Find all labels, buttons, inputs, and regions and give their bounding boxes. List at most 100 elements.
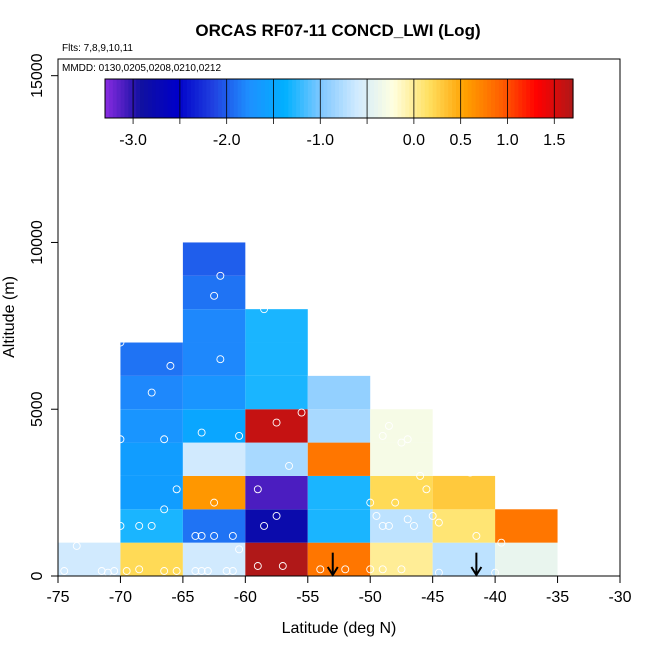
- x-tick-label: -55: [296, 589, 319, 606]
- colorbar-segment: [561, 79, 566, 118]
- colorbar-segment: [526, 79, 531, 118]
- sample-point: [60, 567, 69, 575]
- sample-point: [160, 505, 169, 514]
- colorbar-segment: [323, 79, 328, 118]
- sample-point: [366, 565, 375, 574]
- colorbar-segment: [241, 79, 246, 118]
- heatmap-cell: [495, 542, 558, 576]
- x-tick-label: -60: [234, 589, 257, 606]
- colorbar-segment: [264, 79, 270, 118]
- colorbar-segment: [237, 79, 243, 118]
- heatmap-cell: [307, 542, 371, 576]
- colorbar-segment: [471, 79, 477, 118]
- colorbar-tick-label: 1.0: [496, 132, 518, 149]
- sample-point: [203, 567, 212, 575]
- sample-point: [316, 565, 325, 574]
- heatmap-cell: [182, 309, 246, 343]
- colorbar-segment: [479, 79, 484, 118]
- sample-point: [116, 522, 125, 530]
- colorbar-frame: [104, 78, 574, 119]
- heatmap-cell: [182, 475, 246, 510]
- colorbar-segment: [276, 79, 282, 118]
- heatmap-cell: [307, 475, 371, 510]
- colorbar-segment: [537, 79, 543, 118]
- sample-point: [378, 522, 387, 530]
- sample-point: [297, 408, 306, 417]
- colorbar-segment: [370, 79, 375, 118]
- colorbar-segment: [147, 79, 153, 118]
- heatmap-cell: [307, 442, 371, 476]
- colorbar-segment: [222, 79, 227, 118]
- sample-point: [147, 522, 156, 530]
- colorbar-segment: [483, 79, 488, 118]
- colorbar-segment: [108, 79, 114, 118]
- colorbar-segment: [381, 79, 387, 118]
- colorbar-segment: [362, 79, 367, 118]
- sample-point: [191, 567, 200, 575]
- sample-point: [272, 512, 281, 520]
- colorbar-segment: [198, 79, 204, 118]
- sample-point: [260, 522, 269, 530]
- colorbar-segment: [491, 79, 496, 118]
- colorbar-segment: [105, 79, 110, 118]
- colorbar-segment: [397, 79, 402, 118]
- x-tick-label: -50: [359, 589, 382, 606]
- colorbar-segment: [261, 79, 266, 118]
- y-tick-label: 0: [29, 571, 46, 580]
- heatmap-cell: [307, 375, 371, 410]
- colorbar-tick-label: -2.0: [213, 132, 241, 149]
- sample-point: [216, 355, 225, 364]
- colorbar-tick-label: -1.0: [306, 132, 334, 149]
- colorbar-segment: [514, 79, 519, 118]
- colorbar-segment: [354, 79, 360, 118]
- colorbar: -3.0 -2.0 -1.0 0.0 0.5 1.0 1.5: [104, 78, 574, 149]
- y-tick-label: 5000: [29, 391, 46, 427]
- sample-point: [409, 522, 418, 530]
- sample-point: [235, 545, 244, 554]
- sample-point: [160, 435, 169, 444]
- colorbar-segment: [116, 79, 122, 118]
- sample-point: [210, 498, 219, 507]
- heatmap-cell: [432, 509, 496, 543]
- colorbar-segment: [194, 79, 200, 118]
- colorbar-segment: [428, 79, 434, 118]
- colorbar-segment: [159, 79, 165, 118]
- sample-point: [197, 428, 206, 437]
- colorbar-segment: [327, 79, 332, 118]
- sample-point: [391, 498, 400, 507]
- colorbar-segment: [534, 79, 539, 118]
- x-tick-label: -65: [171, 589, 194, 606]
- sample-point: [428, 512, 437, 520]
- sample-point: [397, 565, 406, 574]
- sample-point: [191, 532, 200, 540]
- x-tick-label: -45: [421, 589, 444, 606]
- colorbar-segment: [459, 79, 465, 118]
- sample-point: [166, 361, 175, 370]
- colorbar-segment: [452, 79, 457, 118]
- colorbar-segment: [303, 79, 309, 118]
- colorbar-segment: [358, 79, 363, 118]
- heatmap-cell: [182, 509, 246, 543]
- dates-label: MMDD: 0130,0205,0208,0210,0212: [62, 63, 221, 74]
- heatmap-cell: [120, 342, 183, 376]
- colorbar-segment: [132, 79, 137, 118]
- heatmap-cell: [245, 442, 308, 476]
- colorbar-tick-label: 0.0: [403, 132, 425, 149]
- colorbar-segment: [440, 79, 445, 118]
- chart-title: ORCAS RF07-11 CONCD_LWI (Log): [195, 21, 480, 40]
- colorbar-segment: [557, 79, 562, 118]
- colorbar-segment: [413, 79, 418, 118]
- colorbar-segment: [144, 79, 149, 118]
- colorbar-segment: [339, 79, 344, 118]
- sample-points: [60, 271, 506, 577]
- sample-point: [422, 485, 431, 494]
- sample-point: [160, 567, 169, 575]
- heatmap-cell: [370, 475, 433, 510]
- sample-point: [472, 532, 481, 540]
- colorbar-segment: [530, 79, 535, 118]
- colorbar-segment: [311, 79, 317, 118]
- sample-point: [378, 565, 387, 574]
- colorbar-segment: [432, 79, 438, 118]
- heatmap-cell: [307, 409, 371, 443]
- arrow-markers: [326, 552, 483, 577]
